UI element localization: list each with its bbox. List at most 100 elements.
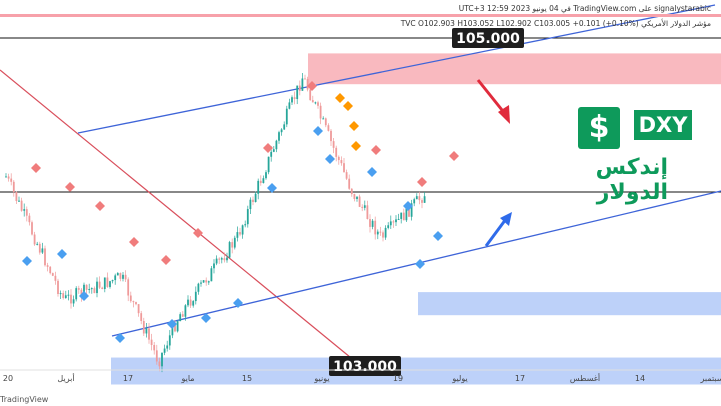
candle-body — [174, 324, 176, 332]
candle-body — [111, 280, 114, 282]
buy-signal-diamond — [57, 249, 67, 259]
candle-body — [345, 172, 348, 179]
candle-body — [181, 314, 184, 317]
header-line-1: signalystarabic على TradingView.com في 0… — [458, 4, 711, 13]
candle-body — [369, 219, 371, 227]
buy-signal-diamond — [79, 291, 89, 301]
candle-body — [402, 212, 405, 221]
candle-body — [353, 194, 356, 200]
candle-body — [358, 196, 361, 207]
price-label: 105.000 — [456, 31, 520, 47]
sell-signal-diamond — [31, 163, 41, 173]
candle-body — [103, 277, 106, 290]
candle-body — [291, 97, 293, 103]
candle-body — [288, 102, 291, 109]
candle-body — [257, 180, 260, 194]
candle-body — [140, 313, 143, 322]
price-label-box — [452, 28, 524, 48]
up-arrow-head — [500, 212, 512, 226]
candle-body — [213, 263, 215, 269]
candle-body — [176, 321, 179, 332]
candle-body — [408, 205, 410, 217]
candle-body — [304, 78, 306, 80]
candle-body — [25, 209, 28, 216]
candle-body — [389, 221, 392, 226]
candle-body — [210, 268, 213, 282]
candle-body — [384, 227, 387, 238]
candle-body — [194, 291, 197, 302]
candle-body — [116, 273, 119, 276]
candle-body — [12, 181, 15, 193]
candle-body — [252, 199, 254, 203]
candle-body — [197, 283, 200, 292]
candle-body — [184, 305, 187, 317]
candle-body — [18, 200, 20, 202]
up-arrow-shaft — [484, 218, 508, 247]
candle-body — [57, 280, 59, 294]
candle-body — [59, 293, 62, 295]
candle-body — [395, 219, 397, 223]
candle-body — [93, 288, 96, 294]
x-tick-label: 17 — [123, 374, 133, 383]
candle-body — [205, 280, 208, 283]
top-band — [0, 14, 721, 17]
candle-body — [62, 293, 65, 299]
candle-body — [343, 163, 345, 173]
candle-body — [145, 328, 148, 334]
candle-body — [265, 172, 267, 179]
candle-body — [153, 345, 156, 351]
candle-body — [122, 274, 124, 279]
candle-body — [202, 280, 205, 283]
buy-signal-diamond — [433, 231, 443, 241]
candle-body — [46, 265, 49, 267]
x-tick-label: يونيو — [313, 374, 329, 383]
candle-body — [155, 350, 158, 362]
candle-body — [75, 288, 78, 300]
candle-body — [166, 345, 169, 349]
candle-body — [49, 266, 52, 274]
candle-body — [376, 231, 379, 235]
x-tick-label: أبريل — [57, 373, 74, 383]
candle-body — [171, 324, 174, 336]
buy-signal-diamond — [201, 313, 211, 323]
buy-signal-diamond — [367, 167, 377, 177]
candle-body — [236, 232, 239, 238]
candle-body — [262, 178, 265, 184]
candle-body — [270, 151, 273, 157]
supply-zone — [308, 53, 721, 85]
candle-body — [98, 281, 101, 288]
buy-signal-diamond — [233, 298, 243, 308]
candle-body — [161, 352, 163, 367]
candle-body — [77, 288, 80, 290]
candle-body — [296, 85, 299, 100]
sell-signal-diamond — [161, 255, 171, 265]
candle-body — [31, 222, 33, 235]
candle-body — [335, 147, 338, 157]
dxy-title-arabic: إندكس الدولار — [595, 155, 668, 205]
candle-body — [41, 248, 44, 253]
candle-body — [314, 102, 317, 104]
header-line-2: مؤشر الدولار الأمريكي TVC O102.903 H103.… — [400, 19, 711, 28]
chart-header: signalystarabic على TradingView.com في 0… — [0, 2, 711, 30]
candle-body — [132, 301, 135, 303]
price-label: 103.000 — [333, 359, 397, 375]
candle-body — [148, 328, 150, 340]
candle-body — [233, 237, 236, 248]
candle-body — [90, 288, 93, 290]
sell-signal-diamond — [193, 228, 203, 238]
candle-body — [158, 361, 161, 367]
candle-body — [83, 284, 85, 297]
upper-channel-line — [77, 4, 716, 134]
buy-signal-diamond — [267, 183, 277, 193]
candle-body — [72, 299, 75, 304]
buy-signal-diamond — [415, 259, 425, 269]
demand-zone — [111, 357, 721, 385]
candle-body — [280, 129, 283, 133]
x-tick-label: مايو — [180, 374, 194, 383]
candle-body — [348, 178, 351, 189]
candle-body — [179, 314, 182, 322]
demand-zone — [418, 292, 721, 316]
candle-body — [20, 200, 23, 211]
sell-signal-diamond — [95, 201, 105, 211]
